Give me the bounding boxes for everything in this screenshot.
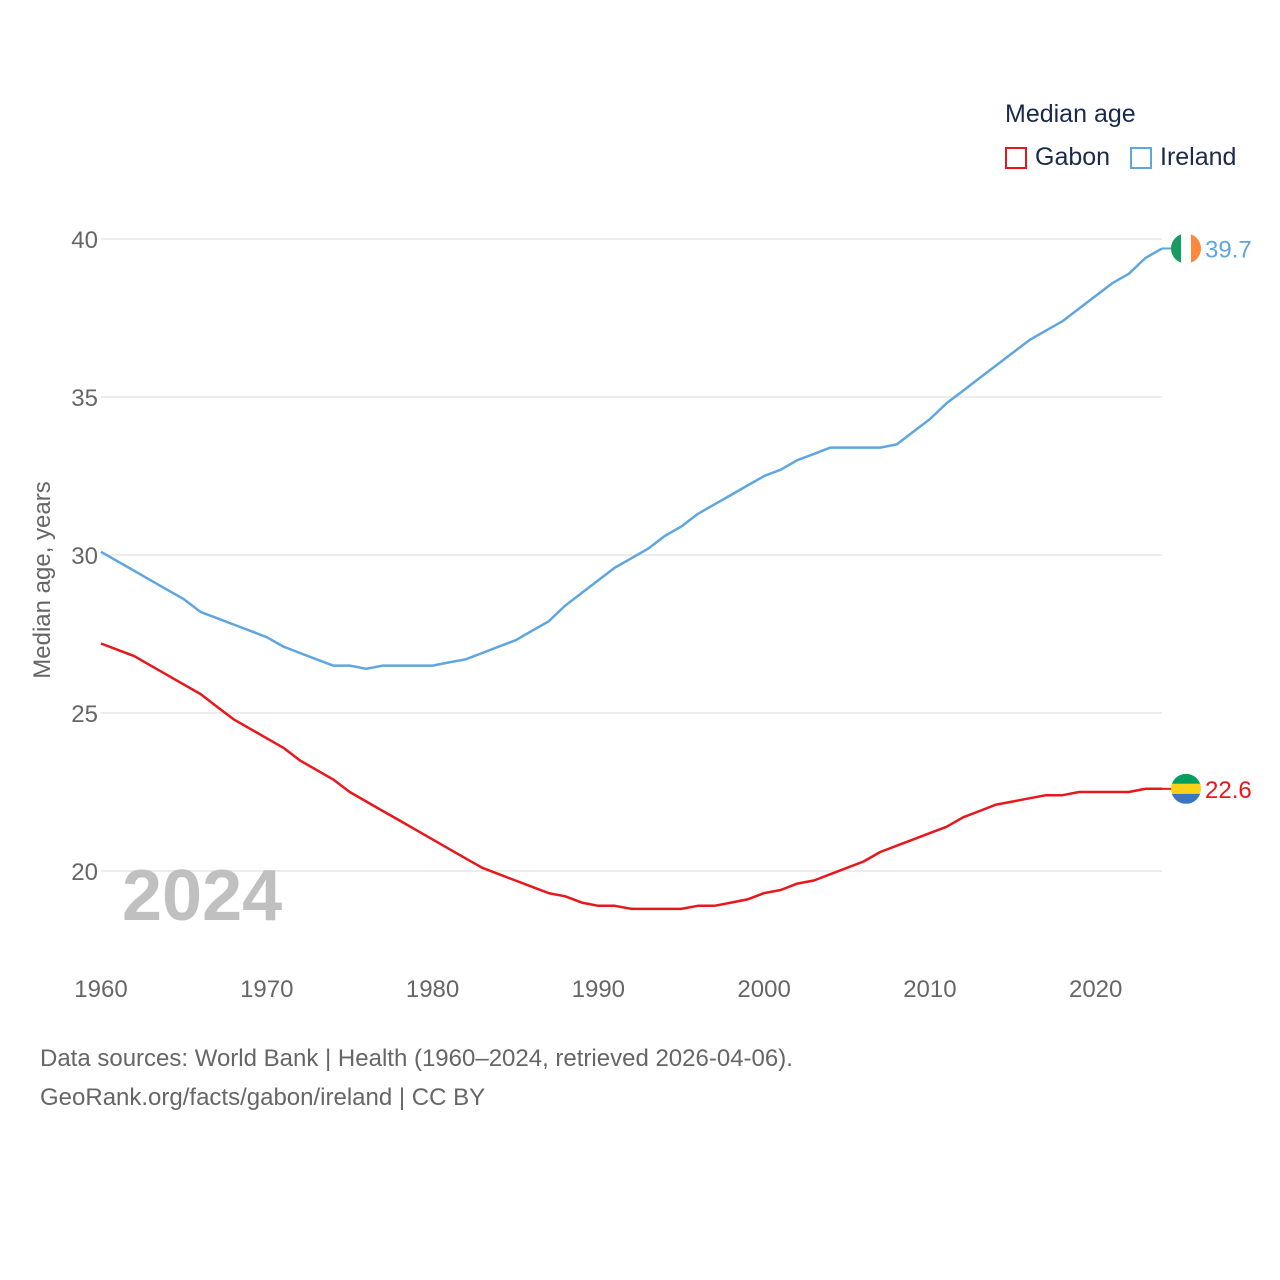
x-tick-label: 1960 [74, 976, 127, 1003]
x-tick-label: 1970 [240, 976, 293, 1003]
y-tick-label: 30 [71, 543, 98, 570]
y-tick-label: 25 [71, 701, 98, 728]
gabon-flag-icon [1171, 773, 1201, 804]
gabon-swatch-icon [1005, 146, 1027, 169]
flag-stripe [1171, 783, 1201, 794]
legend-item-ireland[interactable]: Ireland [1130, 143, 1236, 172]
end-value-label-ireland: 39.7 [1205, 236, 1252, 263]
flag-stripe [1181, 233, 1191, 264]
flag-stripe [1171, 793, 1201, 804]
y-tick-label: 40 [71, 227, 98, 254]
x-tick-label: 1990 [572, 976, 625, 1003]
legend-label-ireland: Ireland [1160, 143, 1237, 171]
attribution-link[interactable]: GeoRank.org/facts/gabon/ireland | CC BY [40, 1084, 486, 1111]
series-line-ireland [100, 247, 1163, 671]
y-axis-label: Median age, years [29, 481, 56, 678]
end-value-label-gabon: 22.6 [1205, 777, 1252, 804]
series-line-gabon [100, 642, 1162, 911]
x-tick-label: 2010 [903, 976, 956, 1003]
x-tick-label: 2020 [1069, 976, 1122, 1003]
y-tick-label: 20 [71, 859, 98, 886]
year-watermark: 2024 [122, 856, 282, 936]
x-tick-label: 2000 [737, 976, 790, 1003]
legend-label-gabon: Gabon [1035, 143, 1111, 171]
flag-stripe [1171, 773, 1201, 784]
flag-stripe [1171, 233, 1181, 264]
flag-stripe [1191, 233, 1201, 264]
y-tick-label: 35 [71, 385, 98, 412]
ireland-flag-icon [1171, 233, 1201, 264]
x-tick-label: 1980 [406, 976, 459, 1003]
ireland-swatch-icon [1130, 146, 1152, 169]
legend-title: Median age [1005, 100, 1136, 128]
data-sources-text: Data sources: World Bank | Health (1960–… [40, 1045, 793, 1072]
legend-item-gabon[interactable]: Gabon [1005, 143, 1110, 172]
